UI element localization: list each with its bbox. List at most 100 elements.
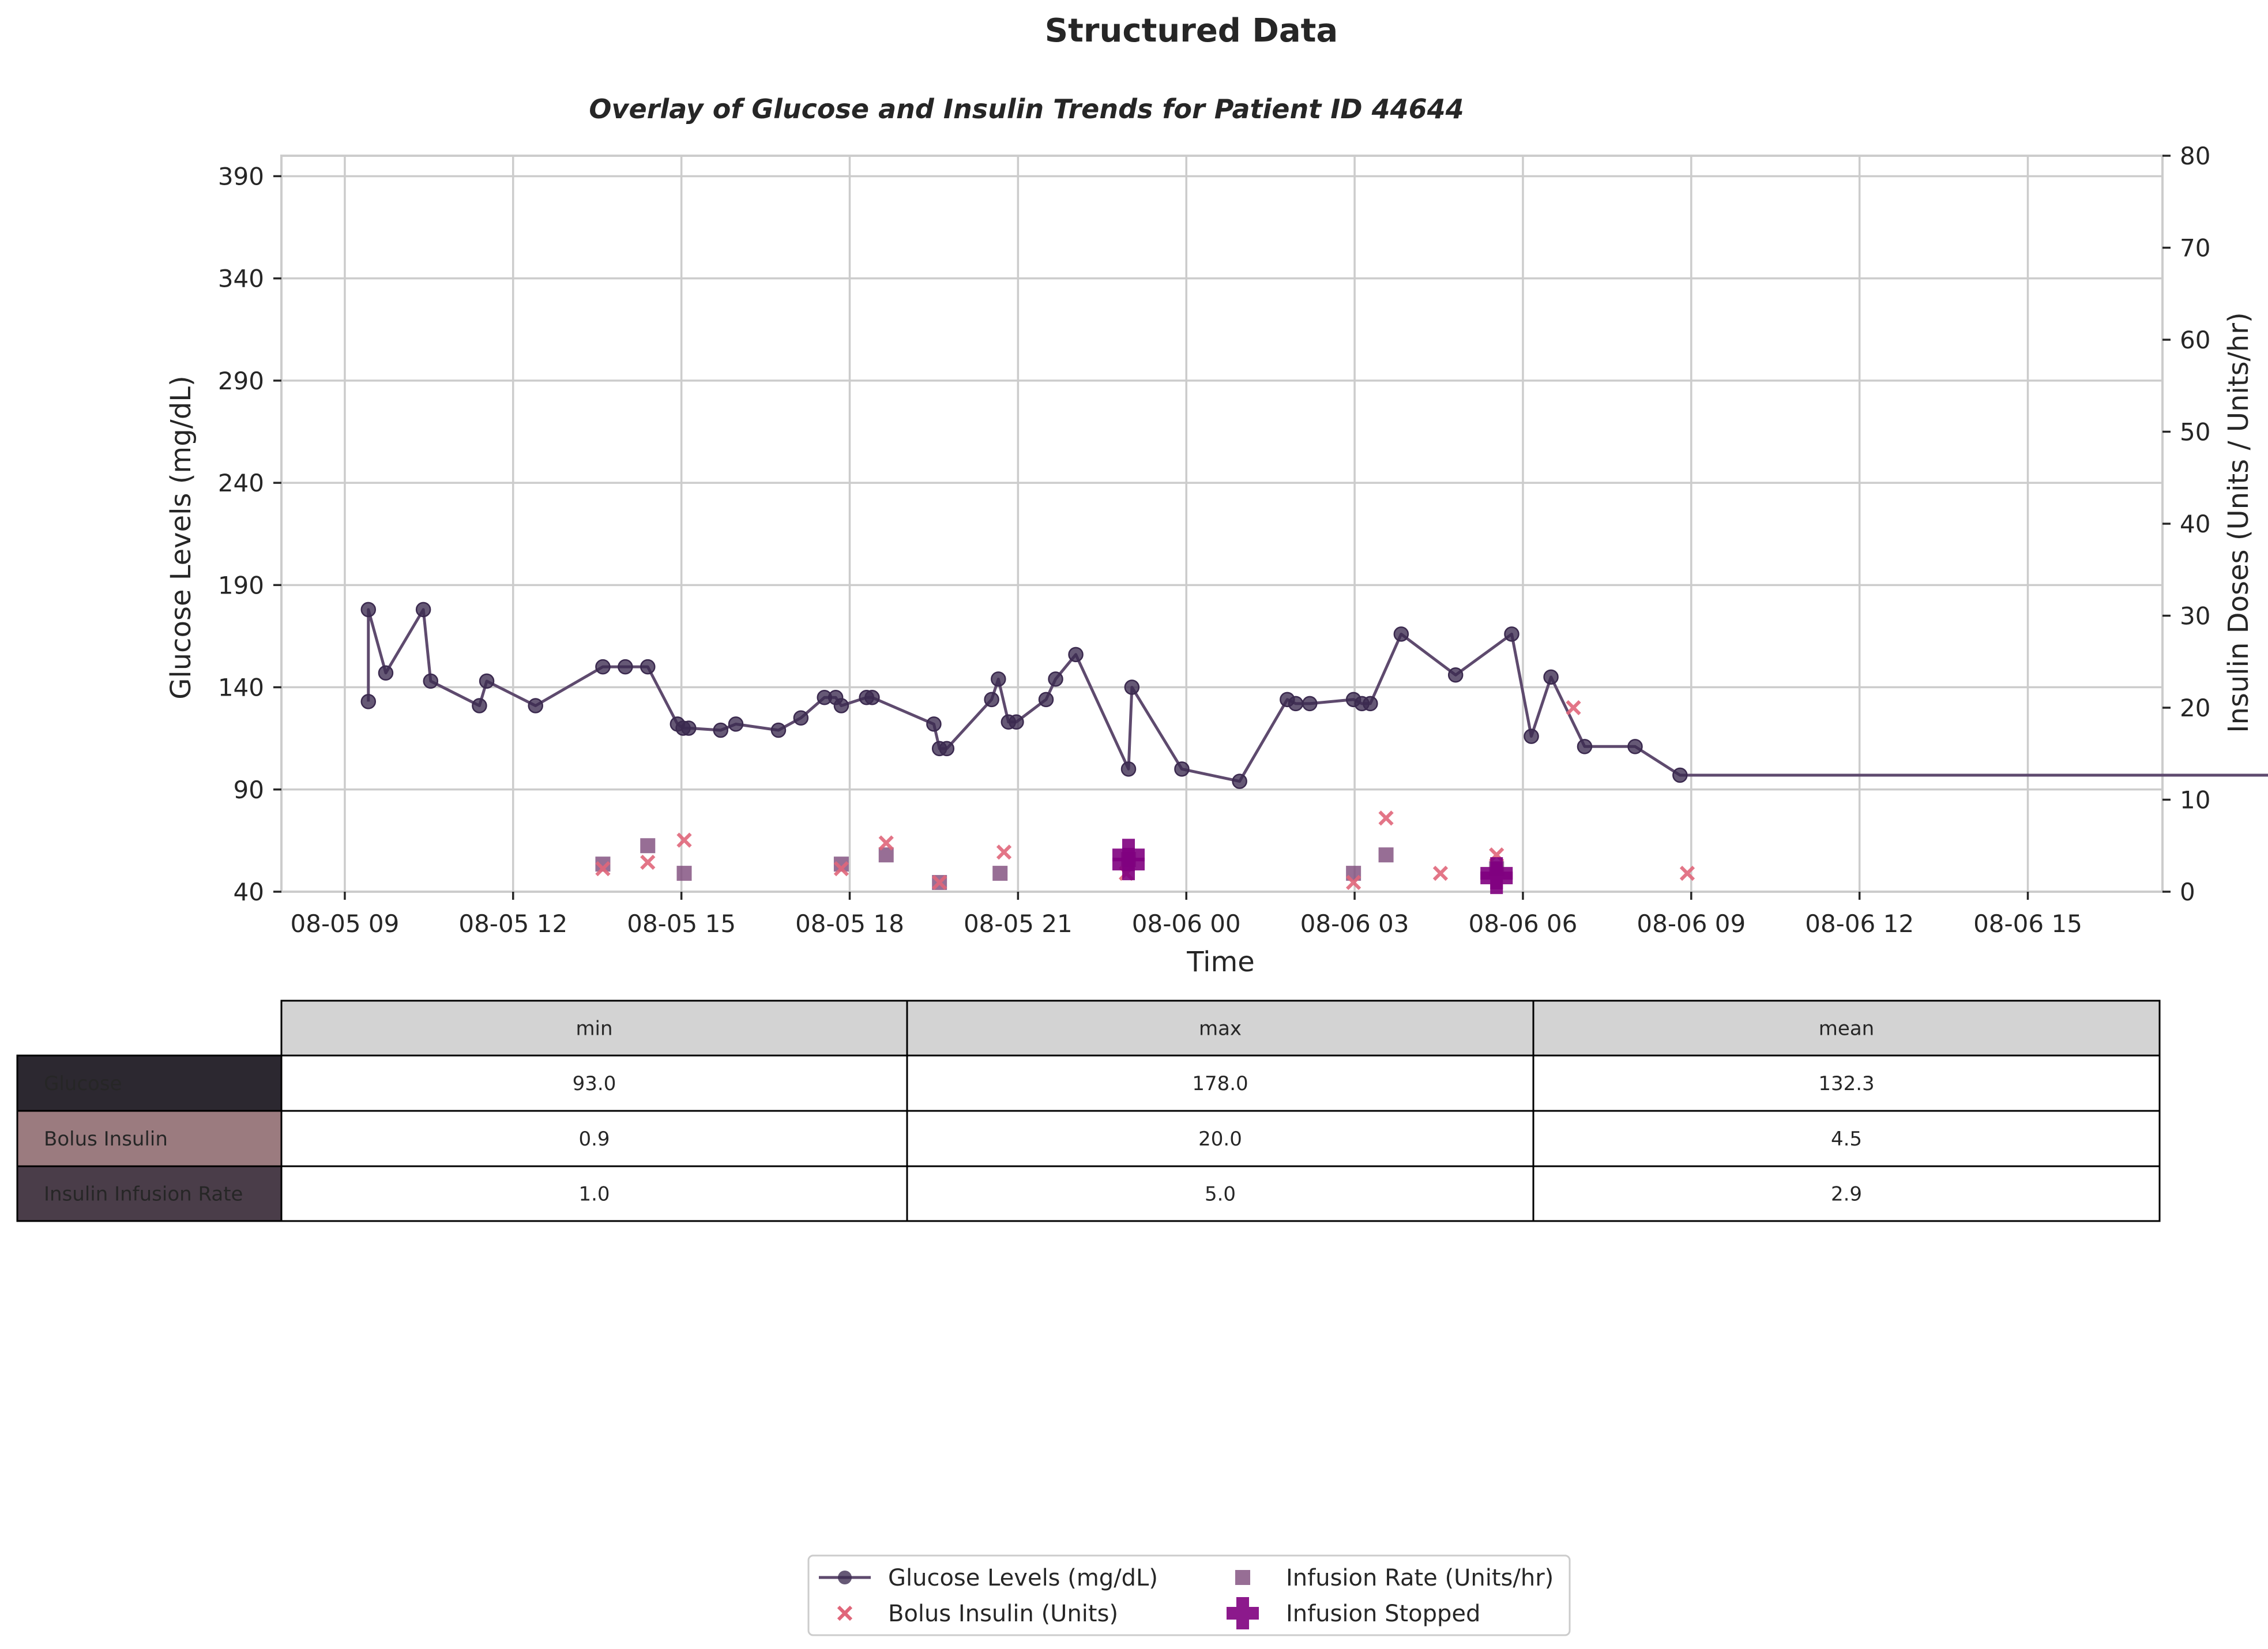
glucose-point xyxy=(681,720,697,736)
glucose-point xyxy=(595,659,611,675)
bolus-insulin-point xyxy=(996,844,1012,860)
y2-tick-label: 40 xyxy=(2180,510,2210,538)
table-cell-value: 1.0 xyxy=(578,1183,610,1206)
x-tick-label: 08-06 06 xyxy=(1469,910,1578,938)
table-cell xyxy=(906,1054,1534,1112)
glucose-point xyxy=(926,716,942,732)
glucose-point xyxy=(1504,626,1519,642)
table-cell-value: 20.0 xyxy=(1198,1128,1242,1151)
bolus-insulin-point xyxy=(1432,865,1449,881)
y2-tick-label: 0 xyxy=(2180,878,2195,906)
glucose-point xyxy=(1124,679,1140,695)
glucose-point xyxy=(1120,761,1137,777)
glucose-point xyxy=(1524,728,1539,744)
y-tick-label: 340 xyxy=(218,265,264,293)
legend-box xyxy=(807,1554,1571,1636)
x-tick-label: 08-05 09 xyxy=(291,910,400,938)
glucose-point xyxy=(423,673,439,689)
glucose-point xyxy=(713,722,728,738)
glucose-point xyxy=(1577,739,1593,754)
table-cell xyxy=(1532,1110,2161,1167)
bolus-insulin-point xyxy=(1679,865,1695,881)
glucose-point xyxy=(618,659,633,675)
x-tick-label: 08-05 12 xyxy=(458,910,567,938)
table-cell-value: 2.9 xyxy=(1831,1183,1862,1206)
glucose-point xyxy=(1363,696,1378,712)
y2-tick-label: 30 xyxy=(2180,602,2210,630)
table-column-header: max xyxy=(1199,1017,1242,1041)
y2-axis-label: Insulin Doses (Units / Units/hr) xyxy=(2222,312,2255,733)
table-cell xyxy=(1532,1165,2161,1222)
glucose-point xyxy=(1038,692,1054,708)
infusion-rate-point xyxy=(1378,847,1394,863)
legend-bolus-marker xyxy=(837,1605,853,1621)
y2-tick-label: 10 xyxy=(2180,786,2210,814)
legend-label: Glucose Levels (mg/dL) xyxy=(888,1565,1158,1591)
y2-tick-label: 20 xyxy=(2180,694,2210,722)
infusion-stopped-point xyxy=(1480,857,1513,890)
y-tick-label: 90 xyxy=(234,776,264,804)
bolus-insulin-point xyxy=(1346,874,1361,891)
bolus-insulin-point xyxy=(1378,810,1394,826)
glucose-point xyxy=(1302,696,1318,712)
glucose-point xyxy=(1447,667,1464,683)
figure-title: Structured Data xyxy=(1045,12,1338,50)
table-row-label: Bolus Insulin xyxy=(44,1128,168,1151)
glucose-point xyxy=(1068,647,1084,663)
glucose-point xyxy=(1174,761,1190,777)
table-cell xyxy=(280,1165,908,1222)
x-tick-label: 08-06 03 xyxy=(1300,910,1409,938)
glucose-point xyxy=(528,698,543,713)
glucose-point xyxy=(770,722,787,738)
x-tick-label: 08-05 15 xyxy=(627,910,736,938)
chart-marks xyxy=(360,602,2268,895)
bolus-insulin-point xyxy=(640,854,656,870)
glucose-point xyxy=(378,665,394,681)
infusion-rate-point xyxy=(676,866,692,881)
legend-glucose-marker xyxy=(838,1571,852,1584)
table-row-label: Glucose xyxy=(44,1072,122,1095)
table-cell-value: 5.0 xyxy=(1205,1183,1236,1206)
glucose-point xyxy=(360,602,377,618)
glucose-point xyxy=(833,698,849,713)
glucose-point xyxy=(864,690,880,705)
y-tick-label: 240 xyxy=(218,469,264,497)
glucose-point xyxy=(479,673,495,689)
table-cell xyxy=(906,1165,1534,1222)
table-cell-value: 4.5 xyxy=(1831,1128,1862,1151)
glucose-point xyxy=(415,602,431,618)
glucose-point xyxy=(1288,696,1304,712)
bolus-insulin-point xyxy=(595,861,611,877)
y-tick-label: 190 xyxy=(218,571,264,599)
x-tick-label: 08-06 00 xyxy=(1132,910,1241,938)
table-cell-value: 93.0 xyxy=(573,1072,616,1095)
x-axis-label: Time xyxy=(1186,946,1254,978)
glucose-point xyxy=(640,659,656,675)
glucose-point xyxy=(1232,773,1247,789)
table-cell-value: 132.3 xyxy=(1818,1072,1874,1095)
glucose-point xyxy=(1009,714,1024,730)
legend-label: Infusion Rate (Units/hr) xyxy=(1286,1565,1554,1591)
legend-stopped-marker xyxy=(1227,1597,1259,1629)
legend: Glucose Levels (mg/dL) Infusion Rate (Uni… xyxy=(807,1554,1571,1636)
bolus-insulin-point xyxy=(878,835,894,851)
x-tick-label: 08-06 12 xyxy=(1805,910,1914,938)
glucose-point xyxy=(1543,669,1559,685)
table-column-header: min xyxy=(576,1017,612,1041)
x-tick-label: 08-05 21 xyxy=(964,910,1073,938)
glucose-point xyxy=(472,698,487,713)
y-tick-label: 390 xyxy=(218,162,264,190)
bolus-insulin-point xyxy=(1566,700,1581,716)
table-cell-value: 178.0 xyxy=(1192,1072,1248,1095)
glucose-point xyxy=(1048,671,1063,687)
y2-tick-label: 70 xyxy=(2180,234,2210,262)
glucose-point xyxy=(991,671,1006,687)
x-tick-label: 08-06 09 xyxy=(1637,910,1746,938)
y-tick-label: 140 xyxy=(218,674,264,702)
infusion-stopped-point xyxy=(1112,839,1145,872)
legend-label: Bolus Insulin (Units) xyxy=(888,1601,1118,1627)
glucose-point xyxy=(793,710,809,726)
axes-ticks: 08-05 09 08-05 12 08-05 15 08-05 18 08-05 21… xyxy=(218,142,2211,938)
glucose-point xyxy=(1627,739,1643,754)
